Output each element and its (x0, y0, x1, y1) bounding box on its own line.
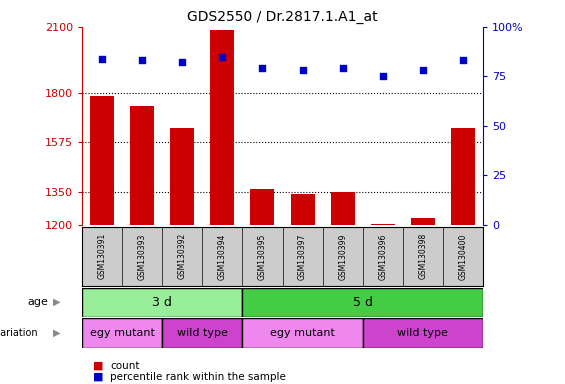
Bar (451, 128, 475, 225)
Text: GSM130396: GSM130396 (379, 233, 387, 280)
Point (338, 65, 347, 71)
Bar (371, 223, 395, 225)
Text: wild type: wild type (397, 328, 449, 338)
Text: 3 d: 3 d (152, 296, 172, 309)
Text: GSM130399: GSM130399 (338, 233, 347, 280)
Text: GSM130392: GSM130392 (178, 233, 186, 280)
Text: egy mutant: egy mutant (270, 328, 335, 338)
Text: egy mutant: egy mutant (90, 328, 154, 338)
Text: GSM130391: GSM130391 (98, 233, 106, 280)
Text: wild type: wild type (177, 328, 228, 338)
Bar (82, 318, 162, 348)
Text: ▶: ▶ (53, 328, 60, 338)
Point (97, 55, 106, 61)
Text: GSM130398: GSM130398 (419, 233, 427, 280)
Bar (242, 318, 363, 348)
Text: GSM130394: GSM130394 (218, 233, 227, 280)
Text: age: age (27, 297, 48, 307)
Bar (411, 218, 435, 225)
Text: GSM130395: GSM130395 (258, 233, 267, 280)
Text: ■: ■ (93, 361, 104, 371)
Text: genotype/variation: genotype/variation (0, 328, 38, 338)
Point (298, 67, 307, 73)
Bar (130, 106, 154, 225)
Text: 5 d: 5 d (353, 296, 373, 309)
Text: GSM130393: GSM130393 (138, 233, 146, 280)
Bar (331, 192, 355, 225)
Bar (210, 30, 234, 225)
Bar (250, 189, 275, 225)
Point (218, 53, 227, 60)
Bar (170, 128, 194, 225)
Point (379, 73, 388, 79)
Bar (242, 288, 483, 317)
Text: ▶: ▶ (53, 297, 60, 307)
Text: GSM130397: GSM130397 (298, 233, 307, 280)
Bar (90, 96, 114, 225)
Text: GDS2550 / Dr.2817.1.A1_at: GDS2550 / Dr.2817.1.A1_at (187, 10, 378, 23)
Bar (363, 318, 483, 348)
Text: count: count (110, 361, 140, 371)
Text: percentile rank within the sample: percentile rank within the sample (110, 372, 286, 382)
Text: GSM130400: GSM130400 (459, 233, 467, 280)
Bar (82, 288, 242, 317)
Point (459, 58, 468, 64)
Point (177, 60, 186, 66)
Bar (290, 194, 315, 225)
Point (138, 58, 147, 64)
Bar (162, 318, 242, 348)
Text: ■: ■ (93, 372, 104, 382)
Point (418, 67, 428, 73)
Point (258, 65, 267, 71)
